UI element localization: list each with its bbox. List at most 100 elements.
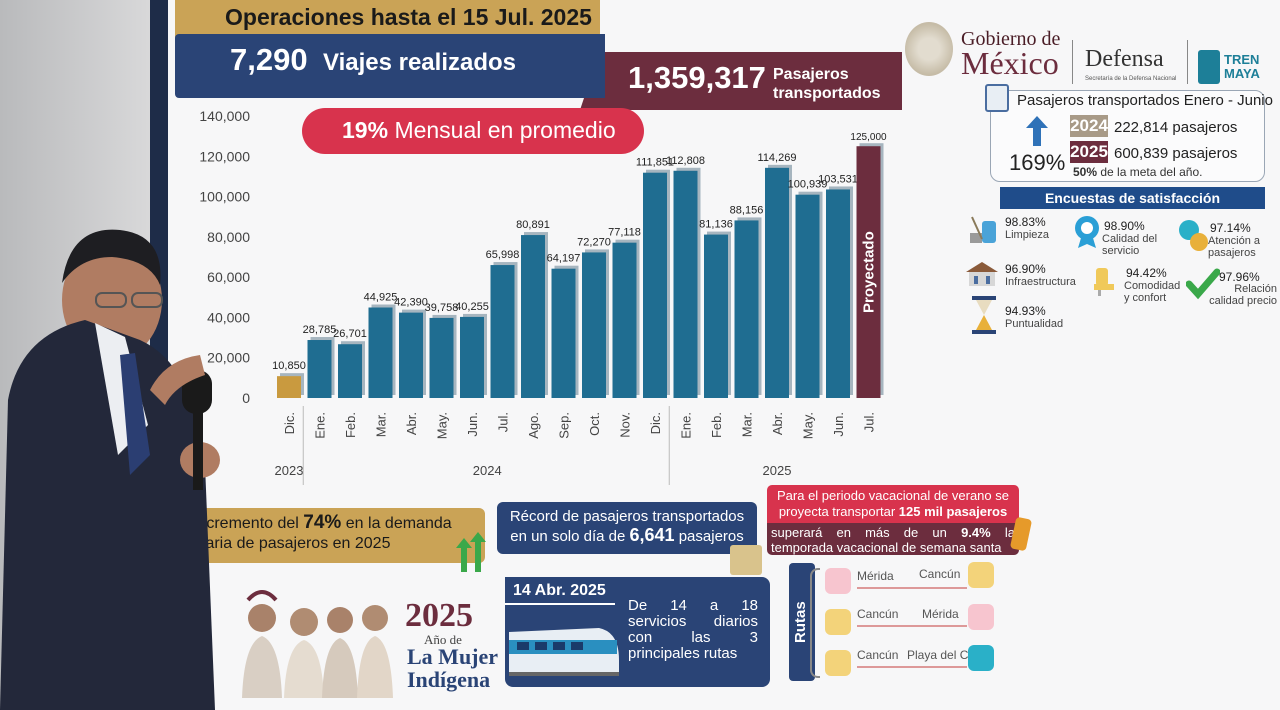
year-theme-line1: La Mujer (407, 644, 499, 669)
x-tick-label: Ene. (313, 412, 328, 439)
chat-icon (1179, 220, 1208, 251)
goal-text: 50% de la meta del año. (1073, 165, 1203, 179)
data-label: 80,891 (516, 219, 550, 231)
sat-pct-relacion: 97.96% (1219, 270, 1260, 284)
x-tick-label: Mar. (740, 412, 755, 437)
x-tick-label: Jun. (831, 412, 846, 437)
gob-logo-line1: Gobierno de (961, 28, 1061, 50)
train-icon (509, 628, 619, 676)
x-tick-label: Oct. (587, 412, 602, 436)
bar (307, 340, 332, 398)
sat-pct-limpieza: 98.83% (1005, 215, 1046, 229)
data-label: 10,850 (272, 360, 306, 372)
y-tick-label: 120,000 (199, 148, 250, 164)
passengers-label-1: Pasajeros (773, 66, 849, 83)
year-subtitle: Año de (424, 632, 462, 647)
x-tick-label: Mar. (374, 412, 389, 437)
y-tick-label: 0 (242, 390, 250, 406)
national-seal-icon (905, 22, 953, 76)
defensa-subtitle: Secretaría de la Defensa Nacional (1085, 76, 1177, 82)
trips-label: Viajes realizados (323, 49, 517, 76)
bar (612, 242, 637, 398)
route-2-line (857, 625, 967, 627)
x-tick-label: Jul. (862, 412, 877, 432)
data-label: 88,156 (730, 204, 764, 216)
bar (551, 268, 576, 398)
y-tick-label: 140,000 (199, 108, 250, 124)
route-3-from: Cancún (857, 648, 899, 662)
sat-pct-atencion: 97.14% (1210, 221, 1251, 235)
route-2-to: Mérida (922, 607, 959, 621)
trips-number: 7,290 (230, 42, 308, 77)
bar (856, 146, 881, 398)
route-2-from: Cancún (857, 607, 899, 621)
growth-pct: 169% (1009, 150, 1066, 175)
monthly-average-text: Mensual en promedio (394, 117, 616, 143)
data-label: 81,136 (699, 219, 733, 231)
data-label: 42,390 (394, 297, 428, 309)
bar (582, 252, 606, 398)
bar (521, 235, 545, 398)
data-label: 103,531 (818, 173, 858, 185)
data-label: 125,000 (850, 132, 887, 143)
x-tick-label: Jun. (465, 412, 480, 437)
bar (826, 189, 850, 398)
sat-label-puntualidad: Puntualidad (1005, 318, 1064, 330)
services-text: De 14 a 18 servicios diarios con las 3 p… (628, 597, 758, 662)
sat-label-calidad: Calidad del servicio (1102, 233, 1158, 257)
x-tick-label: Jul. (496, 412, 511, 432)
checkmark-icon (1186, 268, 1220, 300)
data-label: 77,118 (608, 227, 641, 239)
sat-label-relacion: Relación calidad precio (1209, 283, 1277, 307)
arrow-up-icon (1026, 116, 1048, 146)
year-label: 2024 (473, 463, 502, 478)
route-3-line (857, 666, 967, 668)
route-2-origin-icon (825, 609, 851, 635)
bar (490, 265, 515, 398)
x-tick-label: Sep. (557, 412, 572, 439)
x-tick-label: Ago. (526, 412, 541, 439)
defensa-logo: Defensa (1085, 46, 1164, 72)
growth-arrows-icon (456, 532, 486, 572)
x-tick-label: Feb. (709, 412, 724, 438)
data-label: 28,785 (303, 324, 337, 336)
data-label: 112,808 (666, 155, 705, 167)
y-tick-label: 20,000 (207, 350, 250, 366)
passengers-label-2: transportados (773, 85, 881, 102)
sat-pct-puntualidad: 94.93% (1005, 304, 1046, 318)
x-tick-label: Abr. (770, 412, 785, 435)
logo-divider (1187, 40, 1188, 84)
bar (429, 317, 454, 398)
year-badge-2025: 2025 (1070, 141, 1108, 163)
y-tick-label: 40,000 (207, 309, 250, 325)
monthly-passengers-chart: 0 20,000 40,000 60,000 80,000 100,000 120,000 1… (180, 100, 910, 490)
sat-label-comodidad: Comodidad y confort (1124, 280, 1181, 304)
hourglass-icon (972, 296, 996, 334)
tren-maya-icon (1198, 50, 1220, 84)
route-3-origin-icon (825, 650, 851, 676)
sat-label-atencion: Atención a pasajeros (1208, 235, 1260, 259)
y-tick-label: 100,000 (199, 189, 250, 205)
calendar-icon (730, 545, 762, 575)
route-1-from: Mérida (857, 569, 894, 583)
building-icon (966, 262, 998, 286)
data-label: 114,269 (758, 152, 797, 164)
x-tick-label: Abr. (404, 412, 419, 435)
sat-label-limpieza: Limpieza (1005, 229, 1050, 241)
route-3-to: Playa del C. (907, 648, 972, 662)
sat-pct-comodidad: 94.42% (1126, 266, 1167, 280)
trips-banner (175, 34, 605, 98)
x-tick-label: Dic. (282, 412, 297, 434)
monthly-average-pill: 19% Mensual en promedio (302, 108, 644, 154)
year-title: 2025 (405, 597, 473, 634)
passengers-banner (580, 52, 902, 110)
passengers-number: 1,359,317 (628, 60, 766, 95)
route-1-destination-icon (968, 562, 994, 588)
record-box: Récord de pasajeros transportados en un … (497, 502, 757, 554)
government-logos: Gobierno de México Defensa Secretaría de… (905, 18, 1275, 88)
data-label: 65,998 (486, 249, 520, 261)
bar (673, 170, 698, 398)
chart-svg: 0 20,000 40,000 60,000 80,000 100,000 120,000 1… (199, 108, 887, 485)
tren-maya-logo: TREN MAYA (1224, 52, 1260, 81)
x-tick-label: Nov. (618, 412, 633, 438)
